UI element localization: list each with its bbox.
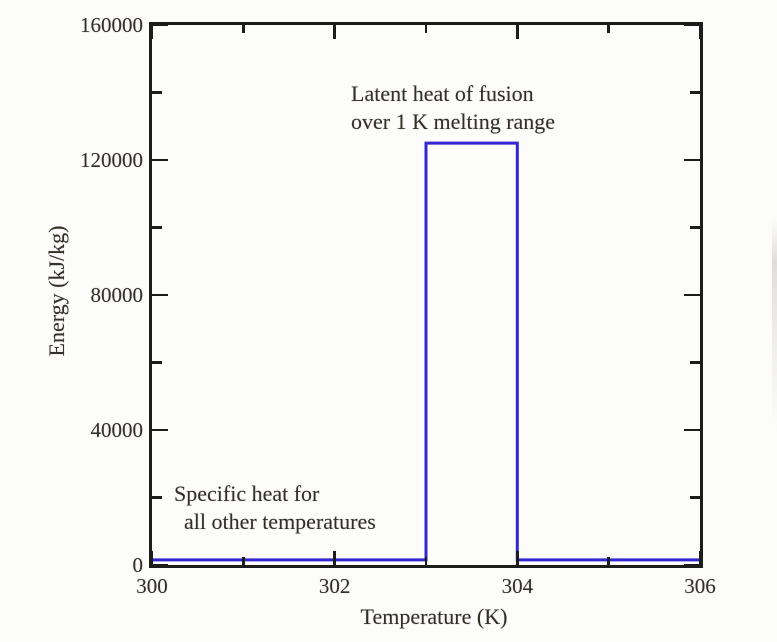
y-major-tick-right bbox=[684, 23, 700, 27]
x-minor-tick bbox=[607, 557, 610, 565]
y-minor-tick bbox=[152, 91, 162, 94]
x-major-tick-top bbox=[333, 25, 336, 39]
y-minor-tick bbox=[152, 496, 162, 499]
y-minor-tick-right bbox=[690, 91, 700, 94]
x-major-tick bbox=[698, 551, 702, 565]
x-tick-label: 300 bbox=[136, 574, 168, 598]
x-tick-label: 304 bbox=[501, 574, 534, 598]
x-major-tick bbox=[516, 551, 519, 565]
x-major-tick bbox=[150, 551, 154, 565]
y-tick-label: 0 bbox=[132, 553, 144, 577]
y-minor-tick-right bbox=[690, 496, 700, 499]
energy-series-line bbox=[152, 141, 700, 562]
x-major-tick-top bbox=[516, 25, 519, 39]
y-minor-tick-right bbox=[690, 361, 700, 364]
x-axis-title: Temperature (K) bbox=[360, 604, 508, 629]
annotation-latent-heat-line-2: over 1 K melting range bbox=[351, 109, 556, 134]
y-major-tick bbox=[152, 23, 168, 27]
scan-artifact bbox=[772, 220, 777, 430]
y-tick-label: 120000 bbox=[80, 148, 143, 172]
y-major-tick bbox=[152, 293, 168, 297]
y-major-tick-right bbox=[684, 293, 700, 297]
x-tick-label: 302 bbox=[318, 574, 351, 598]
y-major-tick bbox=[152, 158, 168, 162]
x-minor-tick-top bbox=[607, 25, 610, 33]
x-tick-label: 306 bbox=[684, 574, 716, 598]
annotation-latent-heat: Latent heat of fusion over 1 K melting ra… bbox=[351, 80, 555, 136]
y-major-tick-right bbox=[684, 428, 700, 432]
y-major-tick-right bbox=[684, 563, 700, 567]
annotation-specific-heat-line-2: all other temperatures bbox=[184, 509, 376, 534]
x-major-tick-top bbox=[150, 25, 154, 39]
x-minor-tick-top bbox=[242, 25, 245, 33]
x-major-tick-top bbox=[698, 25, 702, 39]
annotation-specific-heat: Specific heat for all other temperatures bbox=[174, 480, 376, 536]
y-major-tick-right bbox=[684, 158, 700, 162]
y-minor-tick bbox=[152, 226, 162, 229]
annotation-specific-heat-line-1: Specific heat for bbox=[174, 481, 320, 506]
annotation-latent-heat-line-1: Latent heat of fusion bbox=[351, 81, 534, 106]
x-minor-tick bbox=[424, 557, 428, 565]
plot-area bbox=[149, 22, 703, 568]
x-minor-tick bbox=[242, 557, 245, 565]
y-minor-tick-right bbox=[690, 226, 700, 229]
y-tick-label: 40000 bbox=[90, 418, 144, 442]
x-minor-tick-top bbox=[424, 25, 428, 33]
y-minor-tick bbox=[152, 361, 162, 364]
y-tick-label: 80000 bbox=[90, 283, 144, 307]
x-major-tick bbox=[333, 551, 336, 565]
y-major-tick bbox=[152, 428, 168, 432]
y-tick-label: 160000 bbox=[80, 13, 143, 37]
y-major-tick bbox=[152, 563, 168, 567]
